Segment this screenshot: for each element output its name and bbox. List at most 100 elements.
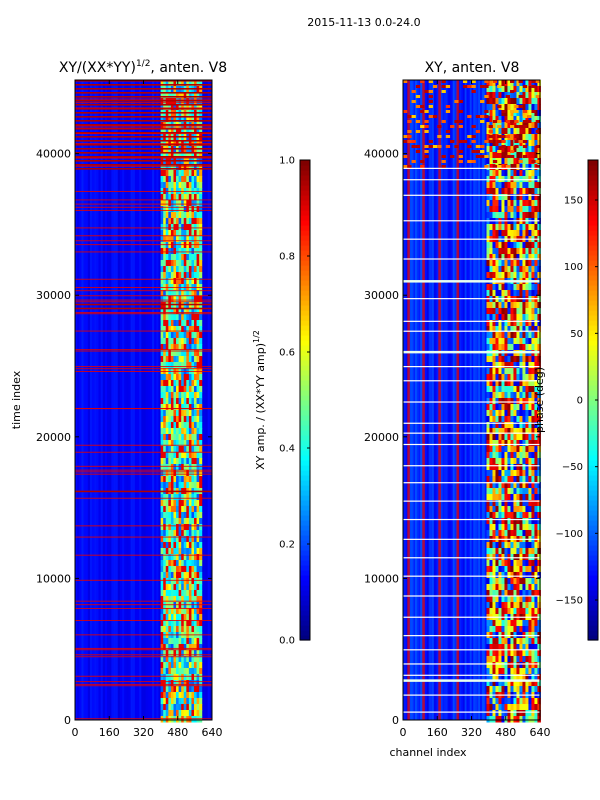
heatmap-cell [183,176,187,183]
colorbar-step [588,590,598,596]
heatmap-cell [516,170,520,177]
heatmap-cell [181,452,185,459]
heatmap-cell [407,130,412,133]
heatmap-cell [194,476,198,483]
heatmap-cell [486,494,490,501]
heatmap-cell [516,524,520,531]
heatmap-cell [516,272,520,279]
heatmap-cell [173,668,177,675]
heatmap-cell [173,458,177,465]
heatmap-cell [486,620,490,627]
heatmap-cell [516,308,520,315]
heatmap-cell [513,260,517,267]
heatmap-cell [528,488,532,495]
heatmap-streak [83,80,86,720]
heatmap-cell [525,206,529,213]
heatmap-cell [531,548,535,555]
heatmap-cell [489,524,493,531]
heatmap-cell [525,452,529,459]
heatmap-cell [519,344,523,351]
colorbar-step [588,160,598,166]
heatmap-cell [525,212,529,219]
colorbar-step [300,430,310,436]
heatmap-cell [501,404,505,411]
saturated-line [75,307,212,310]
colorbar-step [300,535,310,541]
heatmap-cell [489,206,493,213]
heatmap-cell [168,422,172,429]
heatmap-cell [534,116,538,123]
heatmap-cell [480,145,485,148]
heatmap-cell [160,584,164,591]
heatmap-cell [160,482,164,489]
heatmap-cell [181,230,185,237]
heatmap-cell [492,260,496,267]
heatmap-cell [168,476,172,483]
heatmap-cell [519,578,523,585]
heatmap-cell [516,638,520,645]
x-tick-label: 320 [461,726,482,739]
heatmap-cell [507,482,511,489]
heatmap-cell [516,332,520,339]
heatmap-cell [510,110,514,117]
heatmap-cell [510,320,514,327]
heatmap-cell [186,278,190,285]
colorbar-step [300,330,310,336]
heatmap-cell [173,350,177,357]
heatmap-cell [196,218,200,225]
heatmap-streak [119,80,123,720]
heatmap-cell [196,206,200,213]
heatmap-cell [510,242,514,249]
heatmap-cell [531,266,535,273]
heatmap-cell [183,626,187,633]
heatmap-cell [510,530,514,537]
heatmap-cell [178,668,182,675]
heatmap-cell [199,236,203,243]
colorbar-step [588,190,598,196]
heatmap-cell [504,458,508,465]
heatmap-cell [165,710,169,717]
heatmap-cell [170,452,174,459]
heatmap-cell [510,704,514,711]
phase-heatmap[interactable] [403,80,541,723]
heatmap-cell [498,290,502,297]
heatmap-cell [504,434,508,441]
colorbar-step [300,565,310,571]
heatmap-cell [537,620,541,627]
heatmap-cell [173,428,177,435]
heatmap-cell [176,314,180,321]
heatmap-cell [186,194,190,201]
heatmap-cell [176,170,180,177]
heatmap-cell [170,476,174,483]
heatmap-cell [522,158,526,165]
heatmap-cell [498,398,502,405]
colorbar-step [588,495,598,501]
heatmap-cell [531,314,535,321]
heatmap-cell [519,230,523,237]
heatmap-cell [188,242,192,249]
heatmap-cell [168,266,172,273]
heatmap-cell [163,248,167,255]
heatmap-cell [489,314,493,321]
heatmap-cell [504,404,508,411]
heatmap-cell [199,698,203,705]
heatmap-cell [168,386,172,393]
red-stripe [422,80,425,720]
heatmap-cell [519,140,523,147]
heatmap-streak [107,80,110,720]
heatmap-cell [519,392,523,399]
heatmap-cell [501,194,505,201]
colorbar-step [588,185,598,191]
heatmap-cell [501,656,505,663]
heatmap-cell [525,200,529,207]
heatmap-cell [522,85,528,88]
heatmap-cell [498,584,502,591]
heatmap-cell [495,602,499,609]
heatmap-cell [522,608,526,615]
heatmap-cell [170,92,174,99]
heatmap-cell [196,518,200,525]
heatmap-cell [534,608,538,615]
heatmap-cell [186,554,190,561]
heatmap-cell [194,428,198,435]
amplitude-heatmap[interactable] [75,80,212,723]
